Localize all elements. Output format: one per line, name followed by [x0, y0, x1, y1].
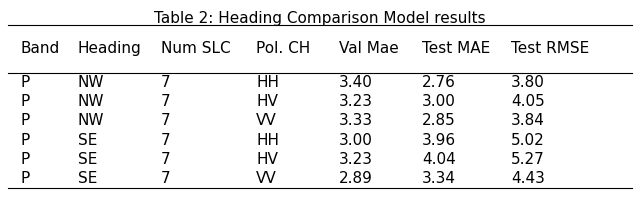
Text: Table 2: Heading Comparison Model results: Table 2: Heading Comparison Model result… [154, 11, 486, 26]
Text: Band: Band [20, 41, 60, 56]
Text: 4.05: 4.05 [511, 94, 545, 109]
Text: NW: NW [78, 94, 104, 109]
Text: 3.00: 3.00 [422, 94, 456, 109]
Text: 5.02: 5.02 [511, 133, 545, 148]
Text: 3.80: 3.80 [511, 75, 545, 90]
Text: 7: 7 [161, 75, 170, 90]
Text: 3.96: 3.96 [422, 133, 456, 148]
Text: 3.40: 3.40 [339, 75, 373, 90]
Text: 2.89: 2.89 [339, 171, 373, 186]
Text: VV: VV [256, 113, 277, 128]
Text: 3.34: 3.34 [422, 171, 456, 186]
Text: Pol. CH: Pol. CH [256, 41, 310, 56]
Text: 2.76: 2.76 [422, 75, 456, 90]
Text: 3.23: 3.23 [339, 94, 373, 109]
Text: Test MAE: Test MAE [422, 41, 490, 56]
Text: P: P [20, 171, 29, 186]
Text: NW: NW [78, 75, 104, 90]
Text: Val Mae: Val Mae [339, 41, 399, 56]
Text: Test RMSE: Test RMSE [511, 41, 589, 56]
Text: HH: HH [256, 75, 279, 90]
Text: 4.04: 4.04 [422, 152, 456, 167]
Text: P: P [20, 133, 29, 148]
Text: SE: SE [78, 171, 97, 186]
Text: 7: 7 [161, 113, 170, 128]
Text: 3.00: 3.00 [339, 133, 373, 148]
Text: SE: SE [78, 152, 97, 167]
Text: HV: HV [256, 94, 278, 109]
Text: 4.43: 4.43 [511, 171, 545, 186]
Text: HV: HV [256, 152, 278, 167]
Text: HH: HH [256, 133, 279, 148]
Text: 2.85: 2.85 [422, 113, 456, 128]
Text: 5.27: 5.27 [511, 152, 545, 167]
Text: P: P [20, 75, 29, 90]
Text: SE: SE [78, 133, 97, 148]
Text: 3.33: 3.33 [339, 113, 373, 128]
Text: 7: 7 [161, 94, 170, 109]
Text: VV: VV [256, 171, 277, 186]
Text: Num SLC: Num SLC [161, 41, 230, 56]
Text: NW: NW [78, 113, 104, 128]
Text: 7: 7 [161, 152, 170, 167]
Text: 7: 7 [161, 133, 170, 148]
Text: 3.84: 3.84 [511, 113, 545, 128]
Text: 7: 7 [161, 171, 170, 186]
Text: Heading: Heading [78, 41, 141, 56]
Text: P: P [20, 152, 29, 167]
Text: P: P [20, 113, 29, 128]
Text: 3.23: 3.23 [339, 152, 373, 167]
Text: P: P [20, 94, 29, 109]
